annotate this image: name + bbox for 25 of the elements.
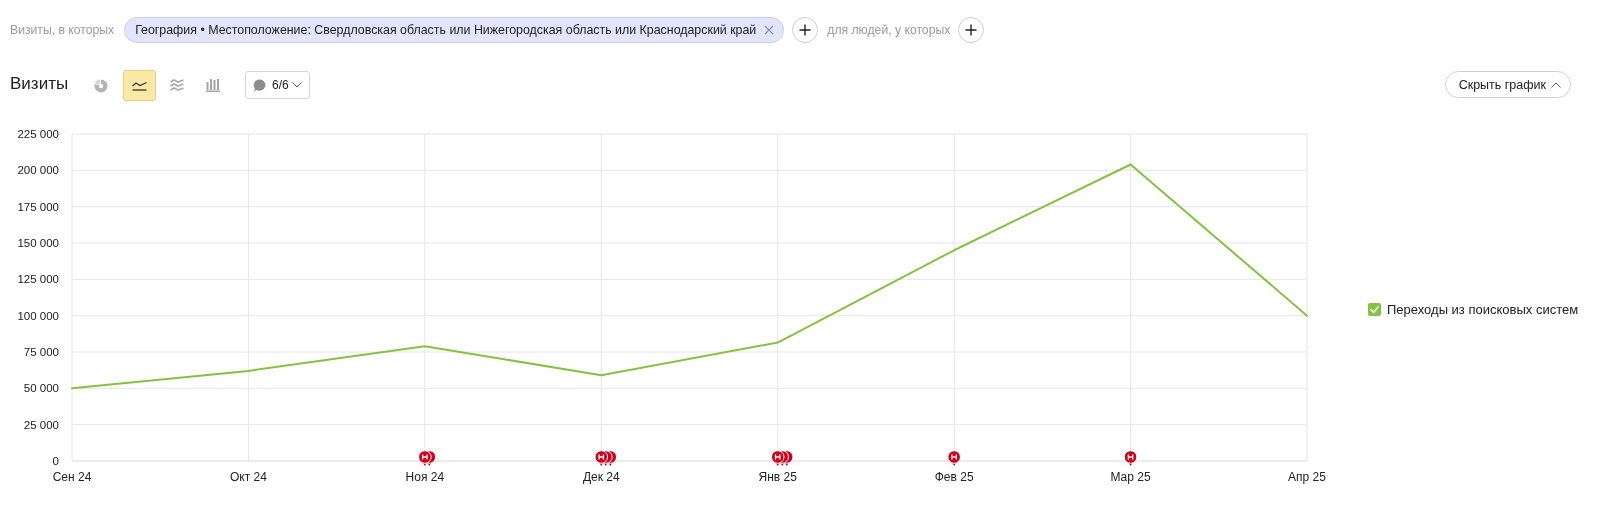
chart-title: Визиты [10, 74, 69, 94]
x-tick-label: Мар 25 [1110, 470, 1151, 484]
y-tick-label: 225 000 [17, 128, 59, 141]
y-tick-label: 50 000 [23, 382, 59, 395]
y-tick-label: 175 000 [17, 200, 59, 213]
y-tick-label: 75 000 [23, 346, 59, 359]
text: для людей, у которых [827, 23, 951, 37]
dropdown-button: 6/6 [245, 71, 310, 99]
text: Визиты, в которых [10, 23, 115, 37]
x-tick-label: Янв 25 [758, 470, 798, 484]
y-tick-label: 125 000 [17, 273, 59, 286]
x-tick-label: Фев 25 [934, 470, 974, 484]
x-tick-label: Апр 25 [1288, 470, 1327, 484]
x-tick-label: Дек 24 [582, 470, 620, 484]
x-tick-label: Окт 24 [229, 470, 268, 484]
x-tick-label: Сен 24 [52, 470, 92, 484]
y-tick-label: 150 000 [17, 237, 59, 250]
y-tick-label: 200 000 [17, 164, 59, 177]
y-tick-label: 0 [52, 455, 59, 468]
x-tick-label: Ноя 24 [405, 470, 445, 484]
legend-label: Переходы из поисковых систем [1387, 302, 1579, 318]
y-tick-label: 100 000 [17, 309, 59, 322]
line-series [71, 163, 1308, 390]
filter-chip: География • Местоположение: Свердловская область или Нижегородская область или Краснодарский край [124, 17, 785, 43]
y-tick-label: 25 000 [23, 418, 59, 431]
